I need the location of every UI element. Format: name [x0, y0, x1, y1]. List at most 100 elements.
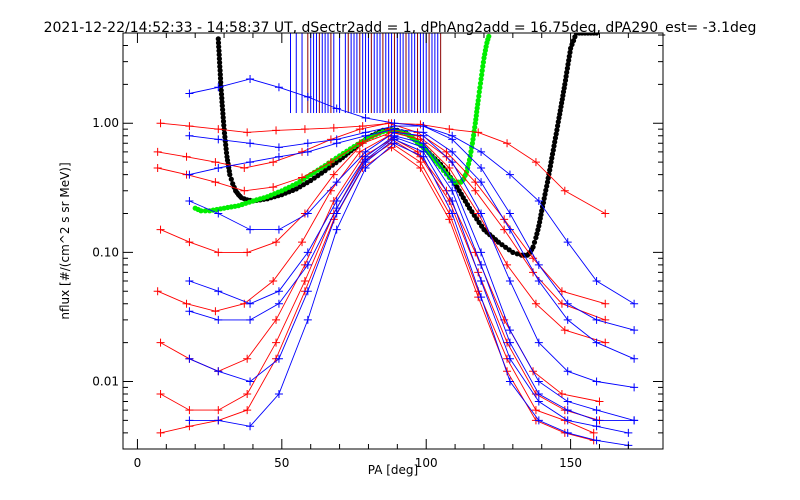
data-point-plus: [563, 299, 572, 308]
data-point-plus: [448, 196, 457, 205]
data-point-plus: [505, 209, 514, 218]
fit-curve-dot: [473, 116, 479, 123]
data-point-plus: [269, 158, 278, 167]
data-point-plus: [329, 123, 338, 132]
data-point-plus: [214, 248, 223, 257]
chart-title: 2021-12-22/14:52:33 - 14:58:37 UT, dSect…: [44, 20, 757, 36]
series-15: [185, 139, 633, 449]
data-point-plus: [534, 397, 543, 406]
plot-data-layer: [153, 33, 639, 449]
data-point-plus: [534, 277, 543, 286]
data-point-plus: [448, 186, 457, 195]
data-point-plus: [361, 113, 370, 122]
data-point-plus: [477, 147, 486, 156]
fit-curve-dot: [549, 151, 556, 157]
data-point-plus: [272, 315, 281, 324]
series-14: [185, 135, 633, 437]
data-point-plus: [592, 436, 601, 445]
data-point-plus: [272, 338, 281, 347]
data-point-plus: [534, 196, 543, 205]
data-point-plus: [153, 287, 162, 296]
fit-curve-dot: [217, 75, 224, 81]
data-point-plus: [592, 406, 601, 415]
fit-curve-dot: [533, 235, 539, 241]
data-point-plus: [534, 338, 543, 347]
data-point-plus: [214, 164, 223, 173]
data-point-plus: [300, 277, 309, 286]
series-line: [189, 128, 635, 360]
fit-curve-dot: [553, 131, 559, 137]
data-point-plus: [153, 164, 162, 173]
fit-curve-dot: [223, 146, 229, 152]
series-line: [189, 138, 629, 434]
fit-curve-dot: [506, 247, 512, 253]
data-point-plus: [185, 89, 194, 98]
data-point-plus: [185, 277, 194, 286]
data-point-plus: [601, 299, 610, 308]
series-line: [160, 122, 606, 214]
data-point-plus: [477, 164, 486, 173]
data-point-plus: [332, 178, 341, 187]
data-point-plus: [505, 225, 514, 234]
fit-curve-dot: [480, 63, 486, 69]
data-point-plus: [534, 390, 543, 398]
data-point-plus: [332, 104, 341, 113]
fit-curve-dot: [549, 155, 555, 161]
data-point-plus: [185, 122, 194, 131]
data-point-plus: [448, 178, 457, 187]
series-line: [157, 122, 606, 305]
data-point-plus: [361, 164, 370, 173]
fit-curve-dot: [495, 239, 501, 245]
y-tick-label: 1.00: [92, 116, 119, 130]
fit-curve-dot: [551, 143, 557, 149]
data-point-plus: [185, 354, 194, 363]
data-point-plus: [214, 135, 223, 144]
data-point-plus: [529, 268, 538, 277]
data-point-plus: [214, 315, 223, 324]
fit-curve-dot: [466, 161, 472, 167]
fit-curve-dot: [476, 89, 482, 95]
fit-curve-dot: [216, 48, 222, 54]
data-point-plus: [243, 406, 252, 415]
series-line: [189, 78, 635, 305]
data-point-plus: [445, 125, 454, 134]
fit-curve-dot: [554, 127, 560, 133]
series-line: [160, 131, 606, 344]
x-axis-label: PA [deg]: [368, 463, 418, 477]
fit-curve-dot: [464, 169, 470, 175]
fit-curve-dot: [570, 38, 577, 44]
data-point-plus: [214, 209, 223, 218]
fit-curve-dot: [563, 73, 569, 79]
data-point-plus: [274, 354, 283, 363]
data-point-plus: [592, 416, 601, 425]
data-point-plus: [477, 293, 486, 302]
x-tick-label: 150: [559, 456, 582, 470]
series-16: [185, 125, 639, 363]
fit-curve-dot: [222, 134, 228, 140]
data-point-plus: [560, 326, 569, 335]
data-point-plus: [156, 428, 165, 437]
fit-curve-dot: [568, 45, 574, 52]
data-point-plus: [592, 377, 601, 386]
data-point-plus: [505, 326, 514, 335]
fit-curve-dot: [215, 40, 222, 46]
data-point-plus: [503, 260, 512, 269]
data-point-plus: [185, 238, 194, 247]
data-point-plus: [185, 416, 194, 425]
data-point-plus: [182, 299, 191, 308]
fit-curve-dot: [217, 64, 223, 70]
data-point-plus: [303, 147, 312, 156]
data-point-plus: [505, 354, 514, 363]
x-tick-label: 100: [415, 456, 438, 470]
fit-curve-dot: [530, 244, 536, 250]
data-point-plus: [419, 143, 428, 152]
data-point-plus: [560, 186, 569, 195]
data-point-plus: [332, 196, 341, 205]
fit-curve-dot: [219, 95, 225, 101]
data-point-plus: [563, 238, 572, 247]
data-point-plus: [361, 155, 370, 164]
fit-curve-dot: [479, 72, 485, 78]
data-point-plus: [274, 152, 283, 161]
data-point-plus: [595, 397, 604, 406]
fit-curve-dot: [477, 80, 484, 86]
